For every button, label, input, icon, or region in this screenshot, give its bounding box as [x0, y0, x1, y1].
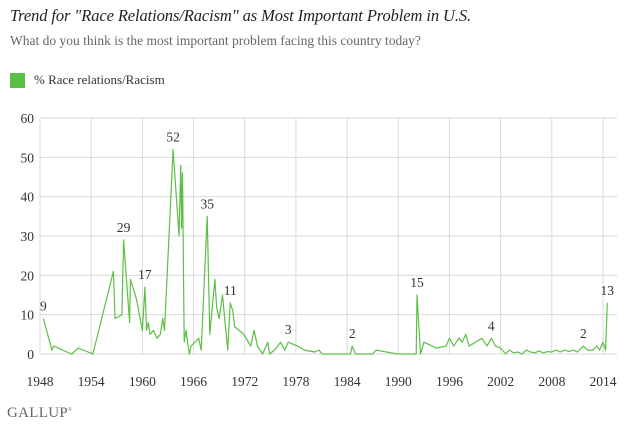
data-label: 13: [601, 283, 615, 298]
data-label: 9: [40, 299, 47, 314]
x-tick-label: 1990: [385, 374, 412, 389]
x-tick-label: 1948: [27, 374, 54, 389]
gallup-logo: GALLUP®: [7, 405, 73, 421]
y-tick-label: 30: [21, 229, 35, 244]
data-label: 2: [580, 326, 587, 341]
y-tick-label: 0: [27, 347, 34, 362]
x-tick-label: 2008: [538, 374, 565, 389]
data-label: 3: [285, 322, 292, 337]
x-tick-label: 1954: [78, 374, 105, 389]
legend-swatch: [10, 72, 25, 88]
x-tick-label: 1984: [334, 374, 361, 389]
y-tick-label: 40: [21, 190, 35, 205]
data-label: 4: [488, 318, 495, 333]
x-tick-label: 1972: [231, 374, 258, 389]
x-tick-label: 2002: [487, 374, 514, 389]
x-tick-label: 1960: [129, 374, 156, 389]
data-label: 11: [224, 283, 237, 298]
legend: % Race relations/Racism: [10, 72, 165, 88]
x-tick-label: 1996: [436, 374, 463, 389]
data-label: 29: [117, 220, 131, 235]
data-label: 2: [349, 326, 356, 341]
series-line-race-relations: [42, 148, 608, 355]
chart-title: Trend for "Race Relations/Racism" as Mos…: [10, 6, 472, 25]
chart-subtitle: What do you think is the most important …: [10, 33, 421, 48]
y-tick-label: 50: [21, 150, 35, 165]
x-tick-label: 2014: [590, 374, 617, 389]
data-label: 52: [166, 129, 180, 144]
y-tick-label: 10: [21, 308, 35, 323]
legend-label: % Race relations/Racism: [34, 72, 165, 87]
x-tick-label: 1978: [282, 374, 309, 389]
line-chart: 0 10 20 30 40 50 60 1948 1954 1960 1966 1972 1978 198…: [21, 111, 617, 389]
data-label: 17: [138, 267, 152, 282]
y-tick-label: 60: [21, 111, 35, 126]
data-label: 35: [200, 196, 214, 211]
x-tick-label: 1966: [180, 374, 207, 389]
y-tick-label: 20: [21, 268, 35, 283]
data-label: 15: [410, 275, 424, 290]
